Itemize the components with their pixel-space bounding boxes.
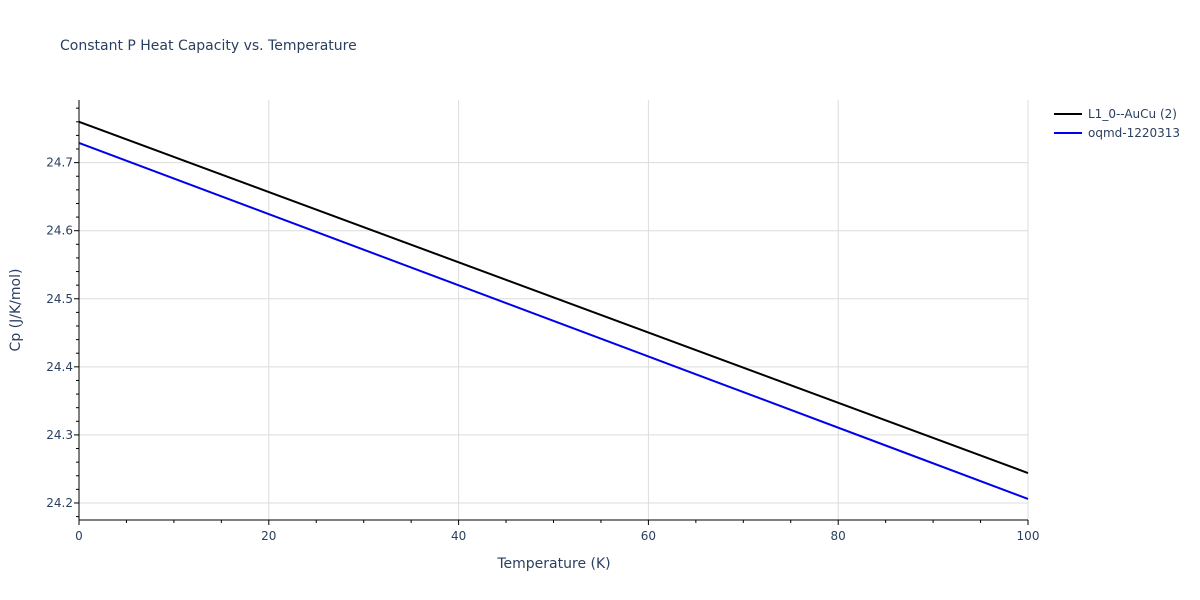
x-ticks: 0 20 40 60 80 100 <box>75 520 1039 543</box>
x-tick-label: 60 <box>641 529 656 543</box>
y-tick-label: 24.7 <box>46 156 73 170</box>
y-axis-label: Cp (J/K/mol) <box>8 269 24 352</box>
x-tick-label: 100 <box>1017 529 1040 543</box>
series-line-1 <box>78 120 1029 474</box>
y-tick-label: 24.6 <box>46 224 73 238</box>
y-tick-label: 24.2 <box>46 496 73 510</box>
series-line-2 <box>78 141 1029 500</box>
y-tick-label: 24.5 <box>46 292 73 306</box>
x-tick-label: 20 <box>261 529 276 543</box>
x-tick-label: 80 <box>831 529 846 543</box>
x-tick-label: 40 <box>451 529 466 543</box>
series-lines <box>78 120 1029 500</box>
y-tick-label: 24.3 <box>46 428 73 442</box>
y-gridlines <box>79 162 1028 504</box>
y-tick-label: 24.4 <box>46 360 73 374</box>
y-ticks: 24.2 24.3 24.4 24.5 24.6 24.7 <box>46 107 79 518</box>
legend[interactable]: L1_0--AuCu (2) oqmd-1220313 <box>1054 107 1180 140</box>
x-axis-label: Temperature (K) <box>496 556 610 572</box>
legend-label[interactable]: L1_0--AuCu (2) <box>1088 107 1177 121</box>
chart-title: Constant P Heat Capacity vs. Temperature <box>60 38 357 54</box>
x-tick-label: 0 <box>75 529 83 543</box>
legend-label[interactable]: oqmd-1220313 <box>1088 126 1180 140</box>
x-gridlines <box>268 100 1029 520</box>
